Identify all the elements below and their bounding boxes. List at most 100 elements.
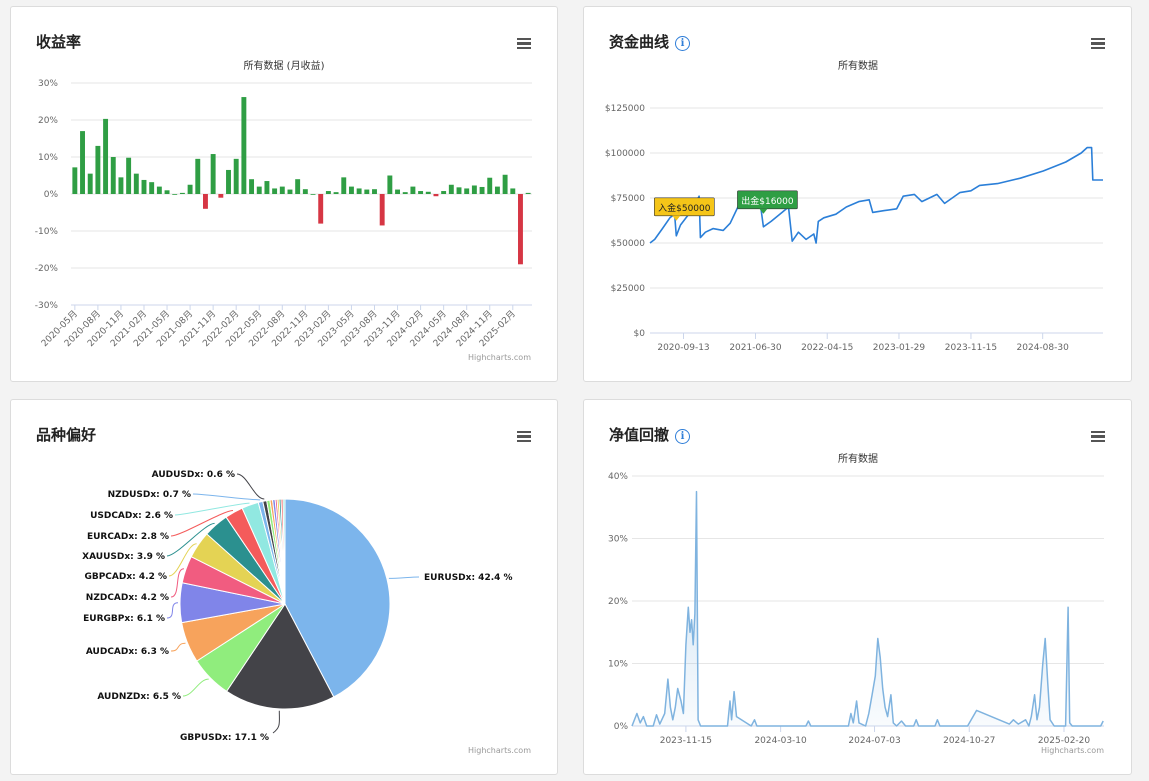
drawdown-area bbox=[632, 491, 1104, 726]
bar bbox=[525, 192, 531, 194]
y-tick-label: $25000 bbox=[611, 284, 646, 294]
chart-credit: Highcharts.com bbox=[468, 746, 531, 755]
bar bbox=[164, 190, 170, 194]
bar bbox=[479, 186, 485, 194]
equity-line bbox=[649, 146, 1103, 244]
bar bbox=[256, 186, 262, 194]
x-tick-label: 2024-03-10 bbox=[754, 736, 807, 746]
pie-connector bbox=[192, 493, 261, 501]
y-tick-label: 10% bbox=[608, 660, 628, 670]
bar bbox=[418, 191, 424, 194]
pie-connector bbox=[166, 602, 179, 619]
y-tick-label: -10% bbox=[35, 227, 59, 237]
pie-slice-gbpusdx bbox=[225, 603, 335, 710]
info-icon[interactable]: i bbox=[675, 36, 691, 51]
bar bbox=[141, 179, 147, 194]
bar bbox=[72, 167, 78, 194]
bar bbox=[425, 191, 431, 194]
pie-label: NZDUSDx: 0.7 % bbox=[108, 490, 191, 500]
pie-label: GBPUSDx: 17.1 % bbox=[180, 733, 269, 743]
x-tick-label: 2025-02-20 bbox=[1038, 736, 1091, 746]
bar bbox=[233, 158, 239, 194]
bar bbox=[387, 175, 393, 194]
bar bbox=[103, 118, 109, 194]
bar bbox=[272, 188, 278, 194]
bar bbox=[80, 131, 85, 194]
pie-slice-eurusdx bbox=[284, 498, 391, 698]
drawdown-title: 净值回撤 bbox=[609, 426, 670, 444]
pie-label: EURCADx: 2.8 % bbox=[87, 532, 169, 542]
equity-chart: 所有数据 $125000 $100000 $75000 $50000 $25000 $0 20… bbox=[605, 59, 1103, 353]
bar bbox=[348, 186, 354, 194]
equity-card: 资金曲线 i 所有数据 $125000 $100000 $75000 $50000 $250… bbox=[583, 6, 1132, 382]
bar bbox=[318, 194, 324, 224]
bar bbox=[202, 194, 208, 209]
y-tick-label: -20% bbox=[35, 264, 59, 274]
bar bbox=[364, 189, 370, 194]
bar bbox=[494, 186, 500, 194]
y-tick-label: $75000 bbox=[611, 194, 646, 204]
bar bbox=[325, 191, 331, 194]
bar bbox=[110, 157, 116, 194]
bar bbox=[302, 189, 308, 194]
bar bbox=[487, 177, 493, 194]
x-tick-label: 2020-09-13 bbox=[657, 343, 709, 353]
pie-connector bbox=[272, 710, 280, 734]
y-tick-label: 0% bbox=[614, 722, 629, 732]
symbols-title: 品种偏好 bbox=[36, 426, 97, 444]
bar bbox=[379, 194, 385, 226]
y-tick-label: $50000 bbox=[611, 239, 646, 249]
bar bbox=[156, 186, 162, 194]
pie-label: XAUUSDx: 3.9 % bbox=[82, 552, 165, 562]
bar bbox=[448, 184, 454, 194]
y-tick-label: 20% bbox=[608, 597, 628, 607]
bar bbox=[133, 173, 139, 194]
pie-label: AUDUSDx: 0.6 % bbox=[152, 470, 235, 480]
y-tick-label: $100000 bbox=[605, 149, 645, 159]
x-tick-label: 2024-07-03 bbox=[848, 736, 900, 746]
chart-subtitle: 所有数据 (月收益) bbox=[244, 59, 325, 72]
pie-label: EURUSDx: 42.4 % bbox=[424, 573, 513, 583]
pie-label: NZDCADx: 4.2 % bbox=[86, 593, 169, 603]
hamburger-menu-icon[interactable] bbox=[1091, 38, 1105, 49]
bar bbox=[279, 186, 285, 194]
bar bbox=[241, 97, 247, 194]
hamburger-menu-icon[interactable] bbox=[517, 431, 531, 442]
pie-connector bbox=[236, 473, 265, 500]
bar bbox=[333, 192, 339, 194]
bar bbox=[87, 173, 93, 194]
deposit-annotation-label: 入金$50000 bbox=[658, 202, 711, 214]
bar bbox=[287, 189, 293, 194]
y-tick-label: 10% bbox=[38, 153, 58, 163]
bar bbox=[471, 185, 477, 194]
pie-connector bbox=[388, 576, 420, 579]
y-tick-label: 20% bbox=[38, 116, 58, 126]
returns-chart: 所有数据 (月收益)30%20%10%0%-10%-20%-30%2020-05… bbox=[35, 59, 532, 362]
x-tick-label: 2024-10-27 bbox=[943, 736, 995, 746]
chart-credit: Highcharts.com bbox=[1041, 746, 1104, 755]
info-icon[interactable]: i bbox=[675, 429, 691, 444]
bar bbox=[510, 188, 516, 194]
bar bbox=[210, 154, 216, 194]
y-tick-label: 30% bbox=[608, 535, 628, 545]
bar bbox=[518, 194, 523, 265]
bar bbox=[310, 194, 316, 195]
drawdown-card: 净值回撤 i 所有数据 40% 30% 20% 10% 0% 2023-11-15 2024-0… bbox=[583, 399, 1132, 775]
bar bbox=[433, 194, 439, 197]
y-tick-label: -30% bbox=[35, 301, 59, 311]
pie-label: GBPCADx: 4.2 % bbox=[84, 572, 167, 582]
pie-connector bbox=[170, 642, 186, 652]
drawdown-chart: 所有数据 40% 30% 20% 10% 0% 2023-11-15 2024-03-10 20… bbox=[608, 452, 1104, 755]
pie-connector bbox=[170, 568, 185, 598]
y-tick-label: 0% bbox=[44, 190, 59, 200]
symbols-pie-chart: EURUSDx: 42.4 % GBPUSDx: 17.1 % AUDNZDx: 6… bbox=[82, 470, 531, 755]
bar bbox=[410, 186, 416, 194]
bar bbox=[464, 188, 470, 194]
x-tick-label: 2023-11-15 bbox=[945, 343, 997, 353]
x-tick-label: 2021-06-30 bbox=[729, 343, 782, 353]
x-tick-label: 2022-04-15 bbox=[801, 343, 853, 353]
hamburger-menu-icon[interactable] bbox=[1091, 431, 1105, 442]
bar bbox=[195, 158, 201, 194]
hamburger-menu-icon[interactable] bbox=[517, 38, 531, 49]
bar bbox=[372, 189, 377, 194]
